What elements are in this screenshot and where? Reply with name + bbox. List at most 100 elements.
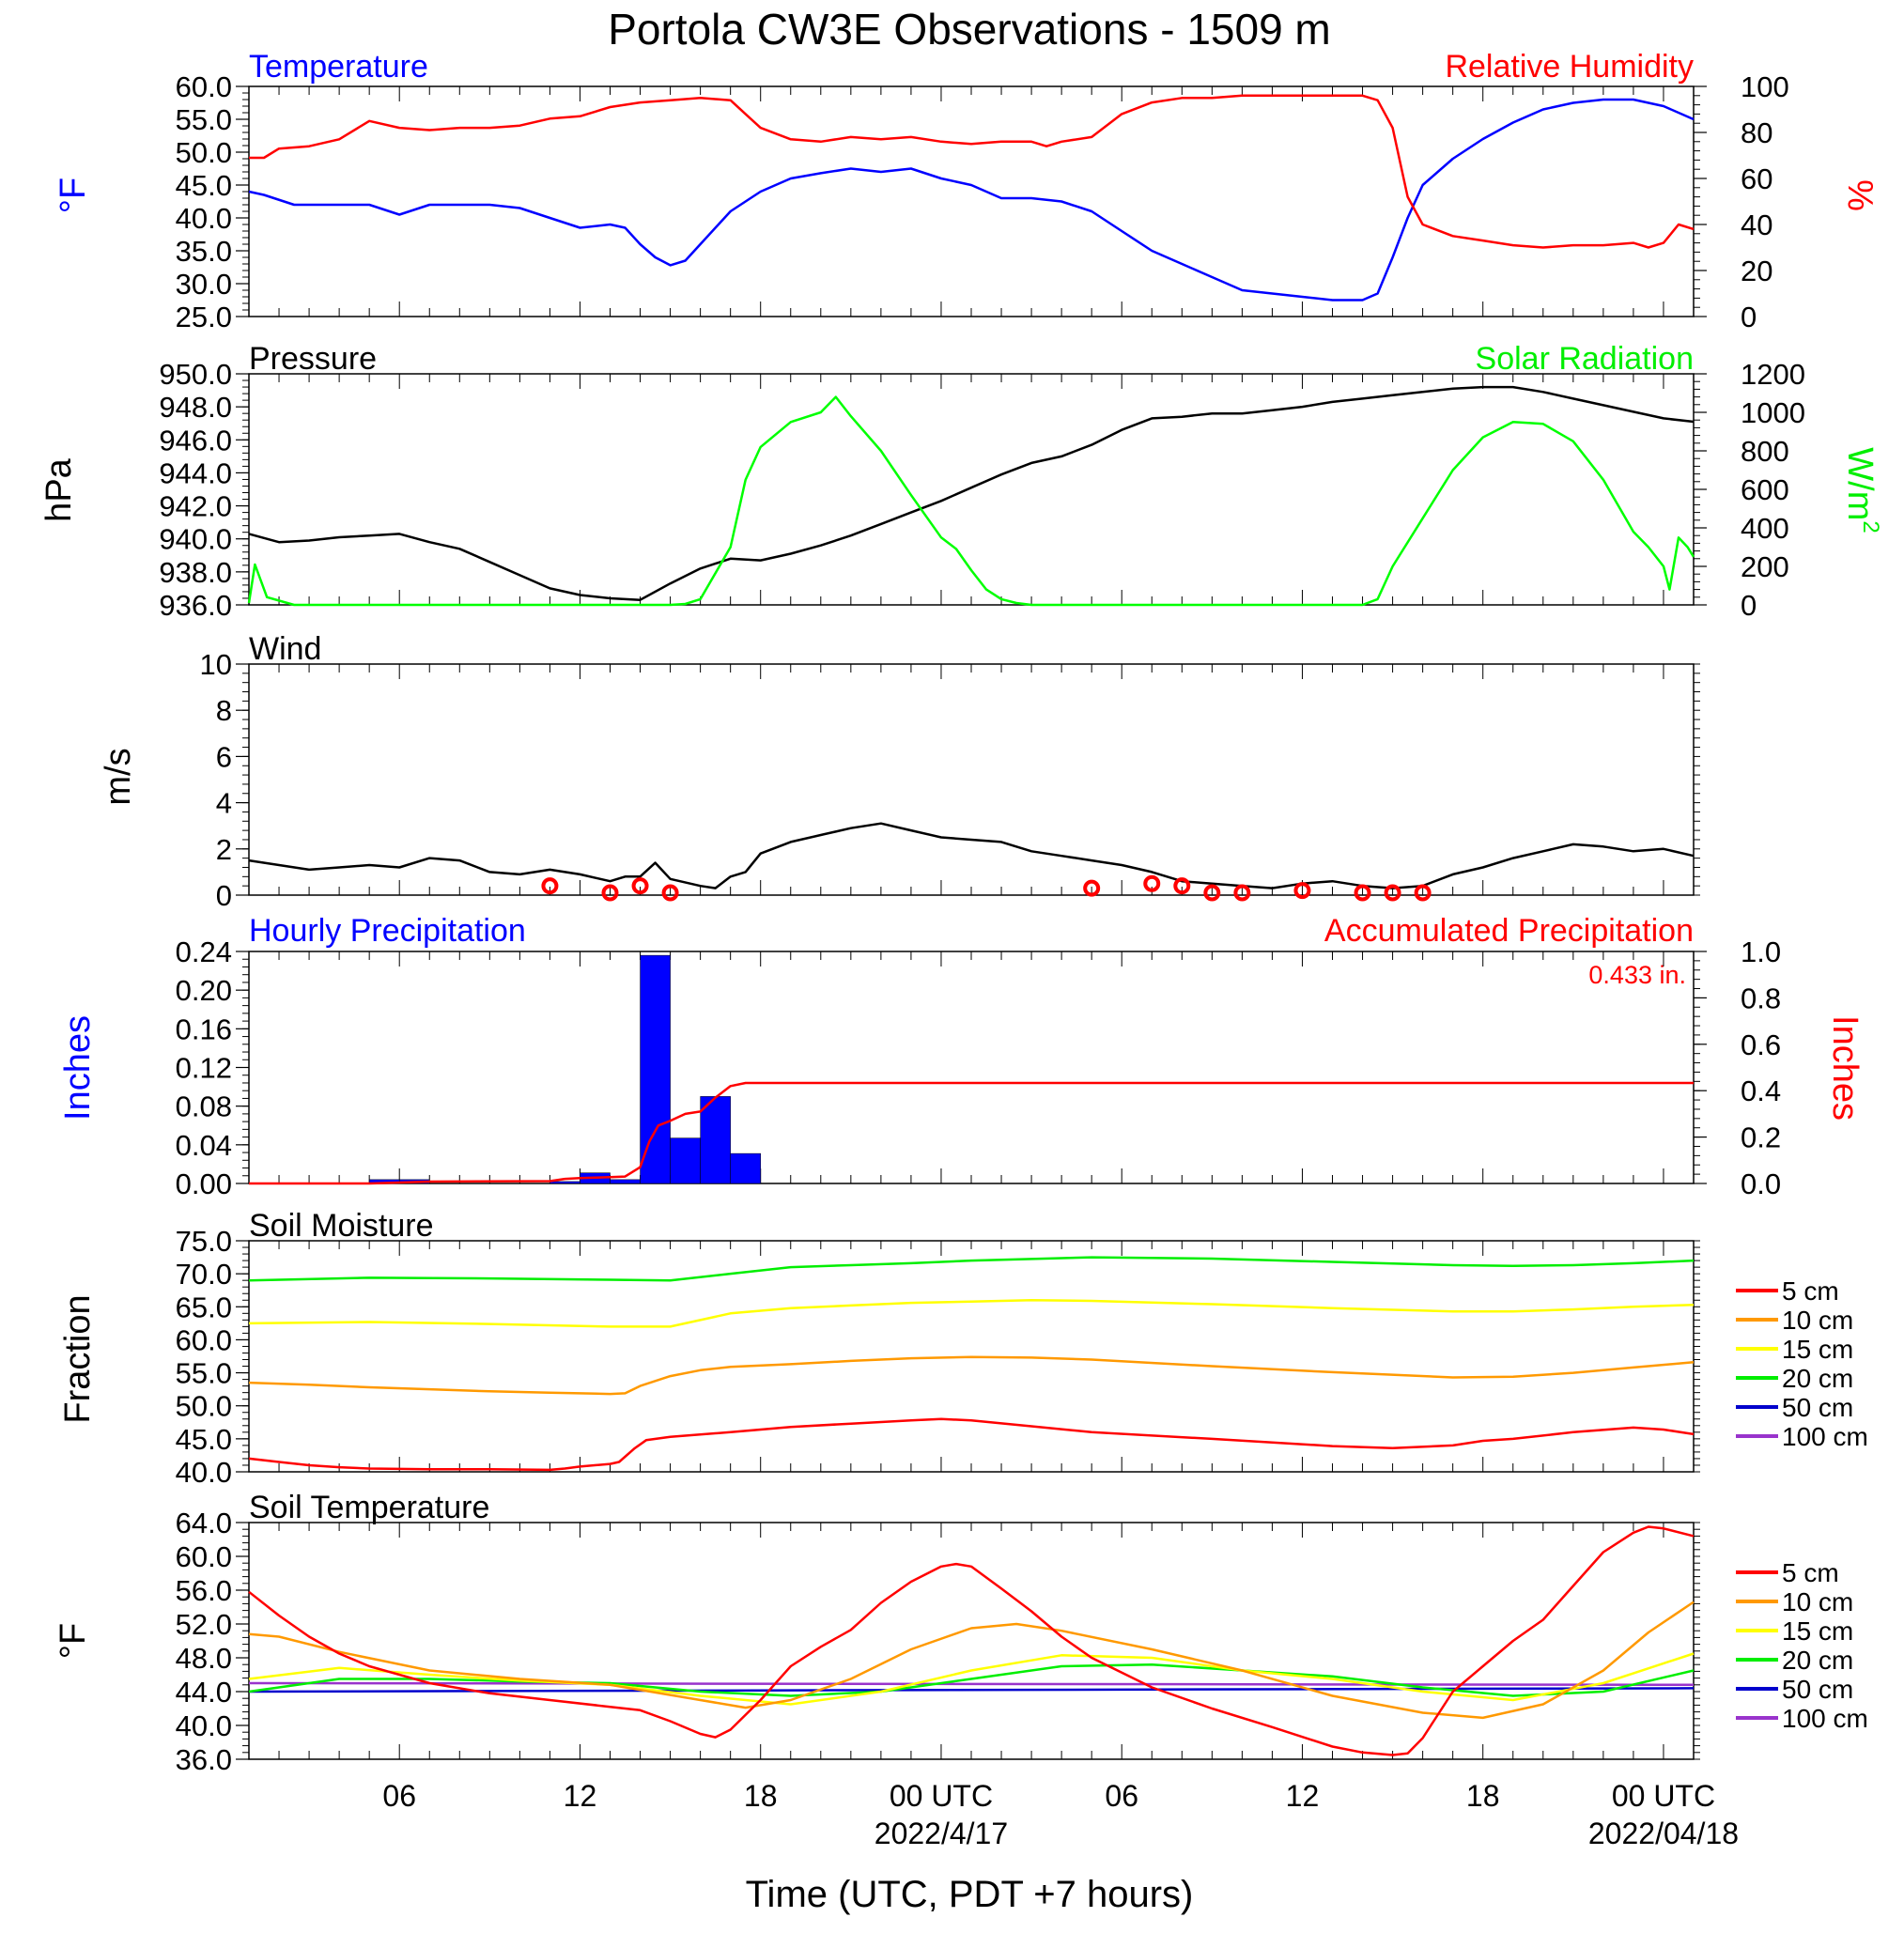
y2-tick-label: 0.4 [1741,1075,1781,1107]
wind-ylabel: m/s [99,748,138,805]
y-tick-label: 946.0 [159,424,232,456]
pressure-ylabel: hPa [39,457,79,521]
hourly-precipitation-bar [730,1152,761,1184]
y-tick-label: 44.0 [176,1676,232,1709]
y-tick-label: 0.16 [176,1013,232,1045]
accum-precip-ylabel: Inches [1825,1015,1865,1121]
temperature-title: Temperature [249,49,428,85]
y-tick-label: 30.0 [176,268,232,301]
calm-wind-marker [1173,877,1191,895]
y-tick-label: 64.0 [176,1507,232,1539]
calm-wind-marker [541,877,559,895]
panel-temperature-humidity: Temperature Relative Humidity °F % [54,49,1880,213]
100-cm-line [248,1681,1695,1687]
y-tick-label: 75.0 [176,1225,232,1258]
calm-wind-marker [661,884,679,902]
calm-wind-marker [1414,884,1432,902]
y-tick-label: 45.0 [176,1423,232,1456]
y2-tick-label: 0.0 [1741,1168,1781,1200]
y-tick-label: 2 [216,833,232,866]
temperature-ylabel: °F [54,178,93,213]
calm-wind-marker [1233,884,1251,902]
y2-tick-label: 20 [1741,255,1772,287]
panel-soil-temperature: Soil Temperature °F [54,1490,489,1659]
y2-tick-label: 800 [1741,435,1789,468]
15-cm-line [248,1299,1695,1328]
y2-tick-label: 0 [1741,589,1757,622]
y-tick-label: 52.0 [176,1608,232,1641]
solar-ylabel-exponent: 2 [1858,520,1883,533]
y-tick-label: 0.04 [176,1129,232,1162]
y-tick-label: 48.0 [176,1642,232,1675]
x-axis-label: Time (UTC, PDT +7 hours) [746,1874,1194,1915]
y-tick-label: 45.0 [176,169,232,202]
solar-title: Solar Radiation [1476,341,1694,377]
calm-wind-marker [1203,884,1221,902]
legend-label-10-cm: 10 cm [1782,1306,1853,1335]
hourly-precip-title: Hourly Precipitation [249,913,526,949]
15-cm-line [248,1652,1695,1706]
y-tick-label: 938.0 [159,556,232,589]
y-tick-label: 0.24 [176,936,232,968]
plot-marks: 25.030.035.040.045.050.055.060.002040608… [159,70,1867,1850]
y2-tick-label: 1200 [1741,358,1805,391]
y-tick-label: 950.0 [159,358,232,391]
wind-line [248,822,1695,889]
legend-label-100-cm: 100 cm [1782,1422,1868,1451]
y-tick-label: 944.0 [159,456,232,489]
y2-tick-label: 60 [1741,162,1772,195]
y2-tick-label: 400 [1741,512,1789,545]
y2-tick-label: 0 [1741,301,1757,333]
x-tick-label: 12 [1286,1779,1320,1813]
y-tick-label: 56.0 [176,1574,232,1607]
10-cm-line [248,1355,1695,1396]
soil-temperature-ylabel: °F [54,1623,93,1659]
y-tick-label: 55.0 [176,1357,232,1390]
5-cm-line [248,1525,1695,1756]
x-tick-label: 00 UTC [890,1779,993,1813]
legend-label-15-cm: 15 cm [1782,1616,1853,1646]
solar-ylabel: W/m2 [1840,447,1883,533]
hourly-precip-ylabel: Inches [58,1015,98,1121]
calm-wind-marker [1293,882,1311,900]
hourly-precipitation-bar [610,1179,641,1184]
y2-tick-label: 0.8 [1741,982,1781,1014]
y-tick-label: 50.0 [176,1390,232,1423]
calm-wind-marker [1354,884,1371,902]
y2-tick-label: 100 [1741,70,1789,103]
y-tick-label: 4 [216,787,232,820]
panel-wind: Wind m/s [99,631,321,806]
humidity-title: Relative Humidity [1445,49,1694,85]
accum-precip-total: 0.433 in. [1588,961,1686,989]
calm-wind-marker [1384,884,1401,902]
y-tick-label: 60.0 [176,1540,232,1573]
legend-label-20-cm: 20 cm [1782,1364,1853,1393]
legend-label-100-cm: 100 cm [1782,1704,1868,1733]
legend-label-15-cm: 15 cm [1782,1335,1853,1364]
y-tick-label: 65.0 [176,1291,232,1323]
y2-tick-label: 600 [1741,473,1789,506]
50-cm-line [248,1687,1695,1693]
solar-radiation-line [247,395,1695,607]
hourly-precipitation-bar [640,954,671,1184]
figure-title: Portola CW3E Observations - 1509 m [608,5,1331,54]
calm-wind-marker [601,884,619,902]
y-tick-label: 25.0 [176,301,232,333]
y-tick-label: 948.0 [159,391,232,424]
y-tick-label: 40.0 [176,1456,232,1489]
y2-tick-label: 1000 [1741,396,1805,429]
panel-pressure-solar: Pressure Solar Radiation hPa W/m2 [39,341,1883,534]
y2-tick-label: 1.0 [1741,936,1781,968]
legend-label-10-cm: 10 cm [1782,1587,1853,1616]
y-tick-label: 10 [200,648,232,681]
y-tick-label: 0 [216,879,232,912]
pressure-line [248,385,1695,601]
x-tick-label: 18 [744,1779,778,1813]
plot-frame-1 [248,85,1695,317]
x-date-label: 2022/4/17 [875,1817,1008,1850]
legend-label-5-cm: 5 cm [1782,1276,1839,1306]
y-tick-label: 940.0 [159,523,232,556]
relative-humidity-line [249,94,1695,249]
y-tick-label: 942.0 [159,490,232,523]
